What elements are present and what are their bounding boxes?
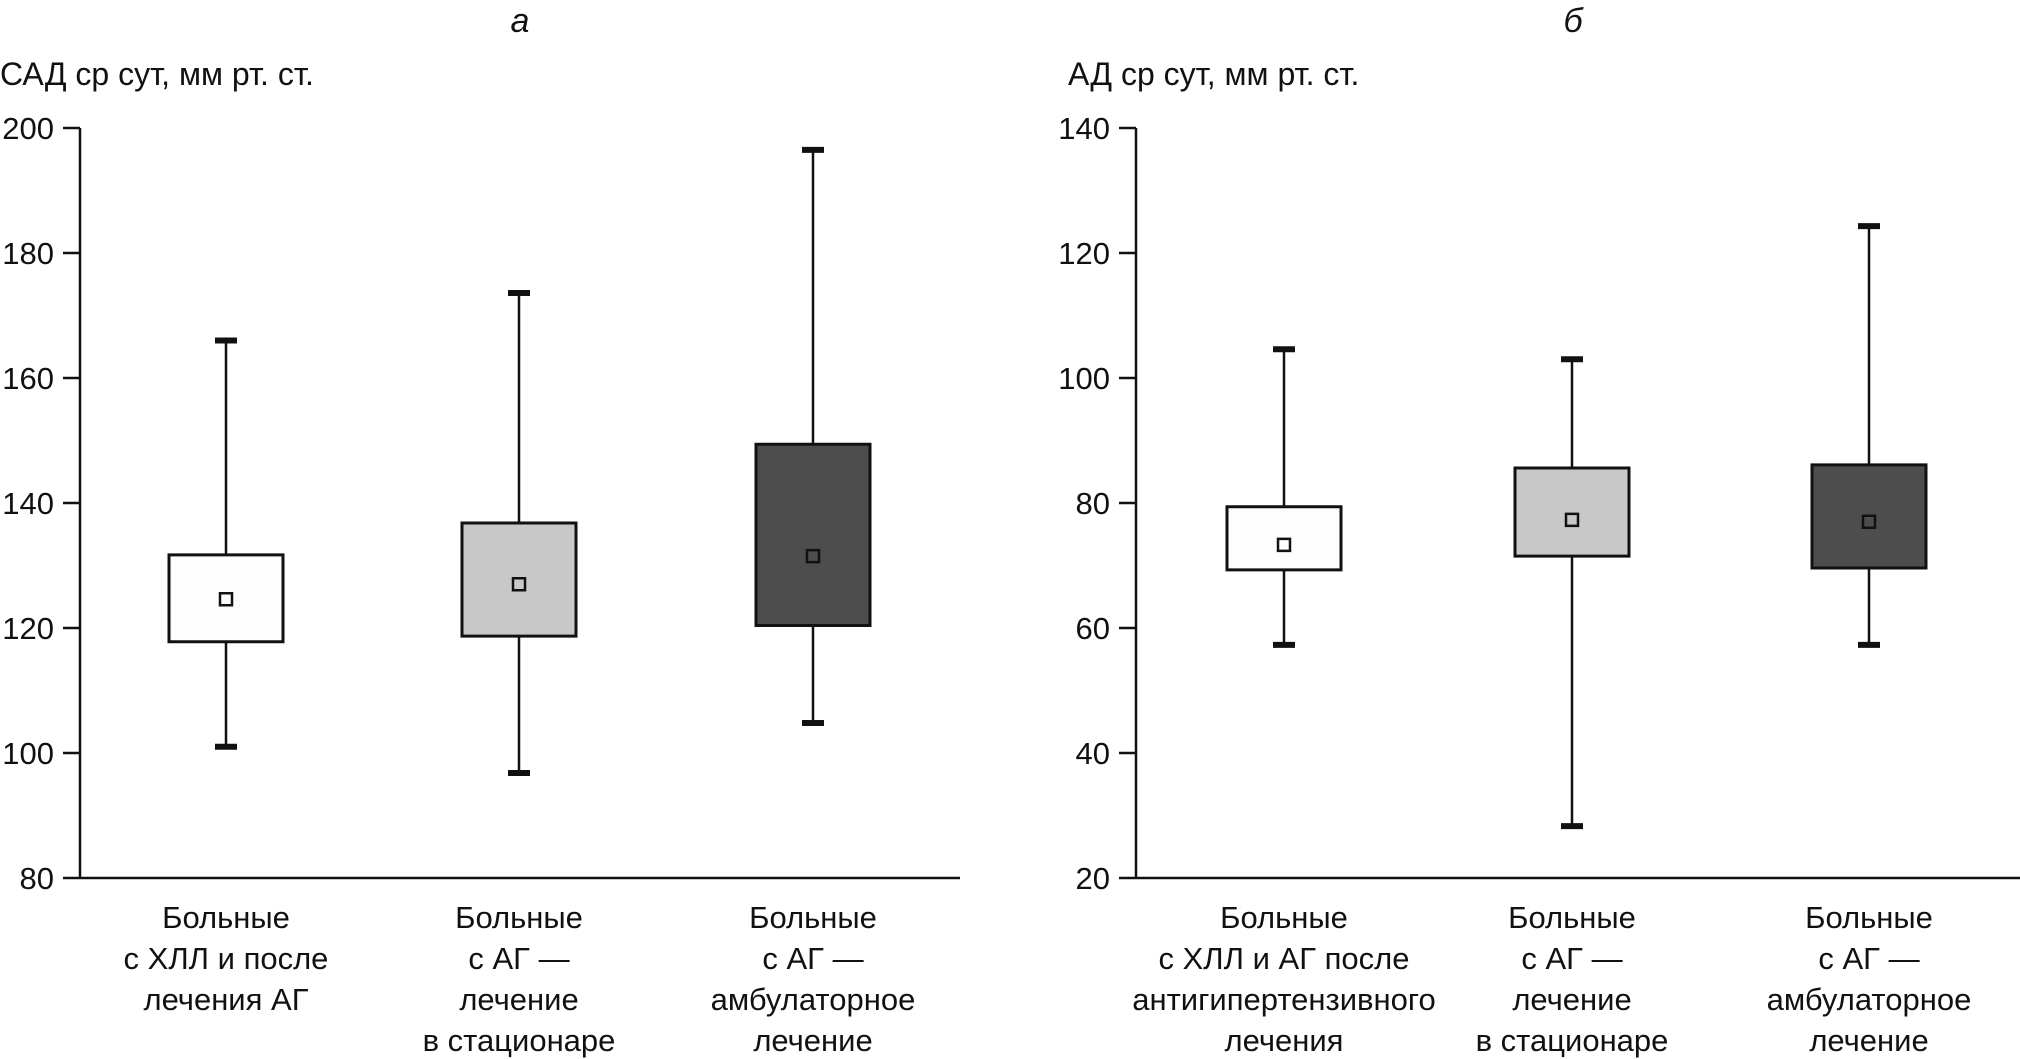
category-label-line: с ХЛЛ и после [124,941,329,976]
category-label-line: амбулаторное [711,982,916,1017]
category-label: Больные с АГ — амбулаторное лечение [711,900,916,1058]
mean-marker [1861,514,1877,529]
y-tick-label: 140 [2,486,54,521]
box [754,442,872,627]
panel-a: а САД ср сут, мм рт. ст. 80 100 120 140 160 1… [0,2,960,1058]
box-group [1225,346,1343,648]
category-label-line: лечение [1809,1023,1928,1058]
y-tick-label: 100 [1058,361,1110,396]
category-label-line: лечение [753,1023,872,1058]
y-tick-label: 40 [1076,736,1110,771]
category-label-line: с ХЛЛ и АГ после [1159,941,1410,976]
category-label-line: Больные [455,900,583,935]
box-group [167,337,285,750]
mean-marker [511,577,527,592]
category-label: Больные с ХЛЛ и после лечения АГ [124,900,329,1017]
y-tick-label: 20 [1076,861,1110,896]
y-tick-label: 180 [2,236,54,271]
category-label: Больные с АГ — амбулаторное лечение [1767,900,1972,1058]
category-label-line: в стационаре [1476,1023,1669,1058]
category-label-line: лечения [1225,1023,1344,1058]
y-tick-label: 100 [2,736,54,771]
box-group [1810,223,1928,648]
panel-b: б АД ср сут, мм рт. ст. 20 40 60 80 100 120 14… [1058,2,2020,1058]
panel-b-y-axis-title: АД ср сут, мм рт. ст. [1068,56,1359,92]
category-label-line: Больные [162,900,290,935]
panel-a-plot-area: 80 100 120 140 160 180 200 Больные с ХЛЛ и после… [2,111,960,1058]
category-label-line: Больные [1508,900,1636,935]
category-label-line: с АГ — [762,941,863,976]
box-group [754,146,872,726]
y-tick-label: 60 [1076,611,1110,646]
y-tick-label: 120 [2,611,54,646]
category-label: Больные с ХЛЛ и АГ после антигипертензивно… [1132,900,1436,1058]
category-label-line: Больные [1805,900,1933,935]
mean-marker [805,548,821,564]
panel-a-y-axis-title: САД ср сут, мм рт. ст. [0,56,314,92]
category-label-line: с АГ — [468,941,569,976]
category-label-line: лечение [459,982,578,1017]
box-group [1513,356,1631,830]
category-label-line: Больные [749,900,877,935]
category-label-line: лечения АГ [144,982,309,1017]
box [1225,505,1343,572]
panel-b-plot-area: 20 40 60 80 100 120 140 Больные с ХЛЛ и АГ после… [1058,111,2020,1058]
box [1513,466,1631,558]
category-label-line: в стационаре [423,1023,616,1058]
mean-marker [218,592,234,607]
category-label: Больные с АГ — лечение в стационаре [423,900,616,1058]
box-group [460,290,578,776]
mean-marker [1276,537,1292,553]
category-label-line: с АГ — [1818,941,1919,976]
category-label-line: Больные [1220,900,1348,935]
panel-b-label: б [1563,2,1584,40]
panel-a-label: а [511,2,530,40]
category-label: Больные с АГ — лечение в стационаре [1476,900,1669,1058]
y-tick-label: 120 [1058,236,1110,271]
category-label-line: лечение [1512,982,1631,1017]
y-tick-label: 80 [1076,486,1110,521]
y-tick-label: 80 [20,861,54,896]
category-label-line: антигипертензивного [1132,982,1436,1017]
mean-marker [1564,512,1580,528]
y-tick-label: 140 [1058,111,1110,146]
y-tick-label: 200 [2,111,54,146]
category-label-line: амбулаторное [1767,982,1972,1017]
y-tick-label: 160 [2,361,54,396]
category-label-line: с АГ — [1521,941,1622,976]
